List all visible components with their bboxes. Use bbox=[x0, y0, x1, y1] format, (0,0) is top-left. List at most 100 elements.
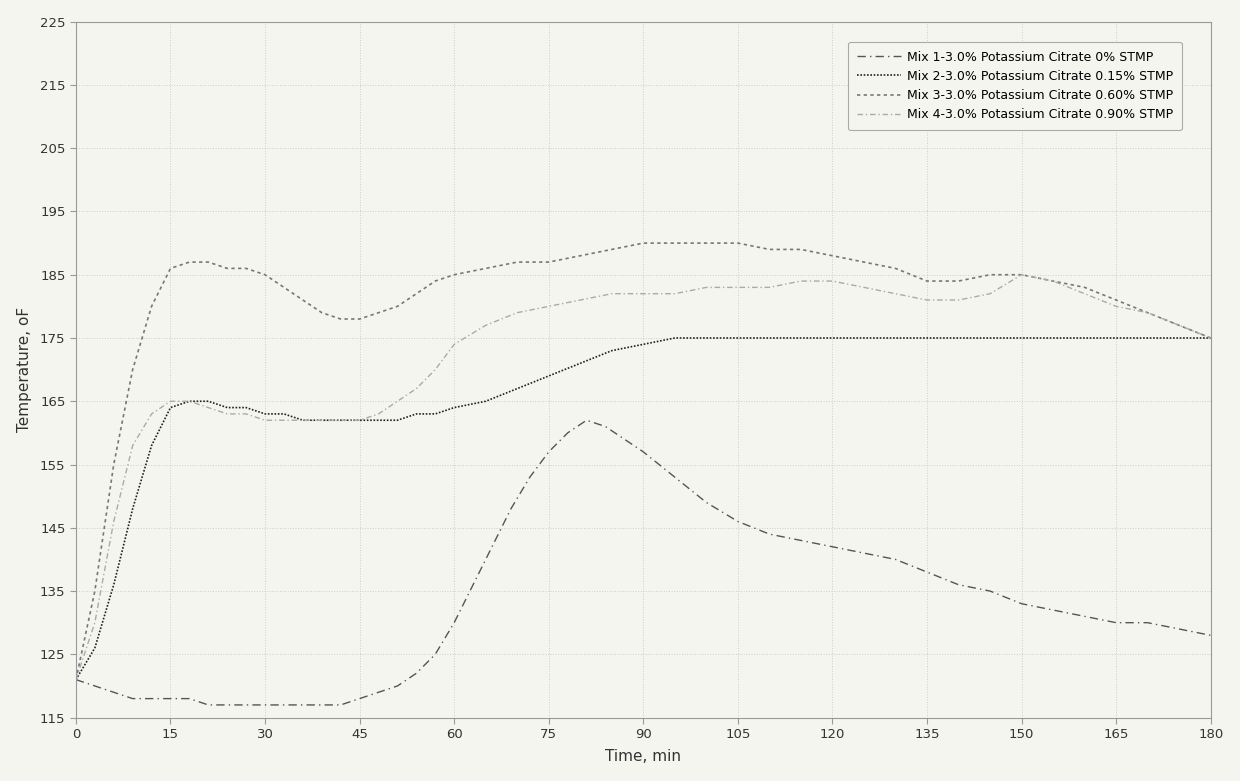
Mix 3-3.0% Potassium Citrate 0.60% STMP bbox=[825, 251, 839, 260]
Mix 4-3.0% Potassium Citrate 0.90% STMP bbox=[315, 415, 330, 425]
Mix 2-3.0% Potassium Citrate 0.15% STMP bbox=[238, 403, 253, 412]
Mix 3-3.0% Potassium Citrate 0.60% STMP bbox=[794, 244, 808, 254]
Legend: Mix 1-3.0% Potassium Citrate 0% STMP, Mix 2-3.0% Potassium Citrate 0.15% STMP, M: Mix 1-3.0% Potassium Citrate 0% STMP, Mi… bbox=[848, 42, 1182, 130]
Mix 1-3.0% Potassium Citrate 0% STMP bbox=[857, 548, 872, 558]
Mix 1-3.0% Potassium Citrate 0% STMP bbox=[1141, 618, 1156, 627]
Mix 4-3.0% Potassium Citrate 0.90% STMP bbox=[277, 415, 291, 425]
Mix 3-3.0% Potassium Citrate 0.60% STMP bbox=[1172, 321, 1187, 330]
Mix 3-3.0% Potassium Citrate 0.60% STMP bbox=[1045, 276, 1060, 286]
Mix 4-3.0% Potassium Citrate 0.90% STMP bbox=[182, 397, 197, 406]
Mix 1-3.0% Potassium Citrate 0% STMP bbox=[1203, 630, 1218, 640]
Mix 4-3.0% Potassium Citrate 0.90% STMP bbox=[391, 397, 405, 406]
Mix 4-3.0% Potassium Citrate 0.90% STMP bbox=[1014, 270, 1029, 280]
Mix 4-3.0% Potassium Citrate 0.90% STMP bbox=[428, 365, 443, 374]
Mix 4-3.0% Potassium Citrate 0.90% STMP bbox=[1045, 276, 1060, 286]
Mix 3-3.0% Potassium Citrate 0.60% STMP bbox=[125, 365, 140, 374]
Mix 1-3.0% Potassium Citrate 0% STMP bbox=[485, 542, 500, 551]
Mix 4-3.0% Potassium Citrate 0.90% STMP bbox=[761, 283, 776, 292]
Mix 2-3.0% Potassium Citrate 0.15% STMP bbox=[258, 409, 273, 419]
Mix 2-3.0% Potassium Citrate 0.15% STMP bbox=[107, 580, 122, 590]
Mix 2-3.0% Potassium Citrate 0.15% STMP bbox=[730, 333, 745, 343]
Mix 1-3.0% Potassium Citrate 0% STMP bbox=[951, 580, 966, 590]
Mix 4-3.0% Potassium Citrate 0.90% STMP bbox=[699, 283, 714, 292]
Mix 1-3.0% Potassium Citrate 0% STMP bbox=[144, 694, 159, 703]
Mix 1-3.0% Potassium Citrate 0% STMP bbox=[466, 580, 481, 590]
Mix 4-3.0% Potassium Citrate 0.90% STMP bbox=[295, 415, 310, 425]
Mix 4-3.0% Potassium Citrate 0.90% STMP bbox=[87, 618, 102, 627]
Mix 4-3.0% Potassium Citrate 0.90% STMP bbox=[951, 295, 966, 305]
Mix 3-3.0% Potassium Citrate 0.60% STMP bbox=[920, 276, 935, 286]
Mix 3-3.0% Potassium Citrate 0.60% STMP bbox=[510, 258, 525, 267]
Mix 3-3.0% Potassium Citrate 0.60% STMP bbox=[371, 308, 386, 317]
Mix 2-3.0% Potassium Citrate 0.15% STMP bbox=[1172, 333, 1187, 343]
Mix 2-3.0% Potassium Citrate 0.15% STMP bbox=[794, 333, 808, 343]
Mix 1-3.0% Potassium Citrate 0% STMP bbox=[761, 530, 776, 539]
Line: Mix 1-3.0% Potassium Citrate 0% STMP: Mix 1-3.0% Potassium Citrate 0% STMP bbox=[76, 420, 1210, 705]
Mix 2-3.0% Potassium Citrate 0.15% STMP bbox=[446, 403, 461, 412]
Mix 4-3.0% Potassium Citrate 0.90% STMP bbox=[162, 397, 177, 406]
Mix 3-3.0% Potassium Citrate 0.60% STMP bbox=[315, 308, 330, 317]
Mix 2-3.0% Potassium Citrate 0.15% STMP bbox=[1078, 333, 1092, 343]
Mix 3-3.0% Potassium Citrate 0.60% STMP bbox=[258, 270, 273, 280]
Mix 1-3.0% Potassium Citrate 0% STMP bbox=[636, 448, 651, 457]
Mix 1-3.0% Potassium Citrate 0% STMP bbox=[352, 694, 367, 703]
Mix 3-3.0% Potassium Citrate 0.60% STMP bbox=[238, 264, 253, 273]
Mix 3-3.0% Potassium Citrate 0.60% STMP bbox=[1203, 333, 1218, 343]
Mix 1-3.0% Potassium Citrate 0% STMP bbox=[87, 681, 102, 690]
Mix 2-3.0% Potassium Citrate 0.15% STMP bbox=[982, 333, 997, 343]
Mix 2-3.0% Potassium Citrate 0.15% STMP bbox=[162, 403, 177, 412]
Mix 4-3.0% Potassium Citrate 0.90% STMP bbox=[479, 321, 494, 330]
Mix 2-3.0% Potassium Citrate 0.15% STMP bbox=[295, 415, 310, 425]
Mix 2-3.0% Potassium Citrate 0.15% STMP bbox=[182, 397, 197, 406]
Mix 3-3.0% Potassium Citrate 0.60% STMP bbox=[334, 314, 348, 323]
Mix 2-3.0% Potassium Citrate 0.15% STMP bbox=[277, 409, 291, 419]
Mix 2-3.0% Potassium Citrate 0.15% STMP bbox=[201, 397, 216, 406]
Mix 1-3.0% Potassium Citrate 0% STMP bbox=[409, 669, 424, 678]
Mix 1-3.0% Potassium Citrate 0% STMP bbox=[162, 694, 177, 703]
Mix 4-3.0% Potassium Citrate 0.90% STMP bbox=[1078, 289, 1092, 298]
Mix 1-3.0% Potassium Citrate 0% STMP bbox=[446, 618, 461, 627]
Mix 3-3.0% Potassium Citrate 0.60% STMP bbox=[182, 258, 197, 267]
Mix 3-3.0% Potassium Citrate 0.60% STMP bbox=[107, 460, 122, 469]
Mix 4-3.0% Potassium Citrate 0.90% STMP bbox=[409, 384, 424, 394]
Mix 4-3.0% Potassium Citrate 0.90% STMP bbox=[1203, 333, 1218, 343]
Mix 4-3.0% Potassium Citrate 0.90% STMP bbox=[888, 289, 903, 298]
Mix 2-3.0% Potassium Citrate 0.15% STMP bbox=[888, 333, 903, 343]
Mix 1-3.0% Potassium Citrate 0% STMP bbox=[699, 497, 714, 507]
Mix 3-3.0% Potassium Citrate 0.60% STMP bbox=[542, 258, 557, 267]
Mix 1-3.0% Potassium Citrate 0% STMP bbox=[182, 694, 197, 703]
Mix 1-3.0% Potassium Citrate 0% STMP bbox=[125, 694, 140, 703]
Mix 3-3.0% Potassium Citrate 0.60% STMP bbox=[951, 276, 966, 286]
Mix 2-3.0% Potassium Citrate 0.15% STMP bbox=[510, 384, 525, 394]
Mix 4-3.0% Potassium Citrate 0.90% STMP bbox=[825, 276, 839, 286]
Mix 3-3.0% Potassium Citrate 0.60% STMP bbox=[446, 270, 461, 280]
Mix 3-3.0% Potassium Citrate 0.60% STMP bbox=[479, 264, 494, 273]
Mix 2-3.0% Potassium Citrate 0.15% STMP bbox=[857, 333, 872, 343]
Mix 2-3.0% Potassium Citrate 0.15% STMP bbox=[699, 333, 714, 343]
Mix 4-3.0% Potassium Citrate 0.90% STMP bbox=[604, 289, 619, 298]
Mix 4-3.0% Potassium Citrate 0.90% STMP bbox=[920, 295, 935, 305]
Mix 2-3.0% Potassium Citrate 0.15% STMP bbox=[68, 675, 83, 684]
Mix 1-3.0% Potassium Citrate 0% STMP bbox=[107, 687, 122, 697]
Mix 4-3.0% Potassium Citrate 0.90% STMP bbox=[238, 409, 253, 419]
Mix 3-3.0% Potassium Citrate 0.60% STMP bbox=[68, 675, 83, 684]
Mix 2-3.0% Potassium Citrate 0.15% STMP bbox=[409, 409, 424, 419]
Mix 1-3.0% Potassium Citrate 0% STMP bbox=[315, 701, 330, 710]
Mix 4-3.0% Potassium Citrate 0.90% STMP bbox=[982, 289, 997, 298]
Mix 3-3.0% Potassium Citrate 0.60% STMP bbox=[761, 244, 776, 254]
Mix 1-3.0% Potassium Citrate 0% STMP bbox=[334, 701, 348, 710]
Mix 1-3.0% Potassium Citrate 0% STMP bbox=[1014, 599, 1029, 608]
Mix 4-3.0% Potassium Citrate 0.90% STMP bbox=[125, 440, 140, 450]
Mix 3-3.0% Potassium Citrate 0.60% STMP bbox=[1109, 295, 1123, 305]
Mix 1-3.0% Potassium Citrate 0% STMP bbox=[1109, 618, 1123, 627]
Mix 2-3.0% Potassium Citrate 0.15% STMP bbox=[125, 504, 140, 513]
Mix 4-3.0% Potassium Citrate 0.90% STMP bbox=[542, 301, 557, 311]
Line: Mix 3-3.0% Potassium Citrate 0.60% STMP: Mix 3-3.0% Potassium Citrate 0.60% STMP bbox=[76, 243, 1210, 679]
Mix 1-3.0% Potassium Citrate 0% STMP bbox=[219, 701, 234, 710]
Line: Mix 2-3.0% Potassium Citrate 0.15% STMP: Mix 2-3.0% Potassium Citrate 0.15% STMP bbox=[76, 338, 1210, 679]
Mix 3-3.0% Potassium Citrate 0.60% STMP bbox=[730, 238, 745, 248]
Mix 3-3.0% Potassium Citrate 0.60% STMP bbox=[982, 270, 997, 280]
Mix 4-3.0% Potassium Citrate 0.90% STMP bbox=[730, 283, 745, 292]
Mix 3-3.0% Potassium Citrate 0.60% STMP bbox=[352, 314, 367, 323]
Mix 4-3.0% Potassium Citrate 0.90% STMP bbox=[857, 283, 872, 292]
